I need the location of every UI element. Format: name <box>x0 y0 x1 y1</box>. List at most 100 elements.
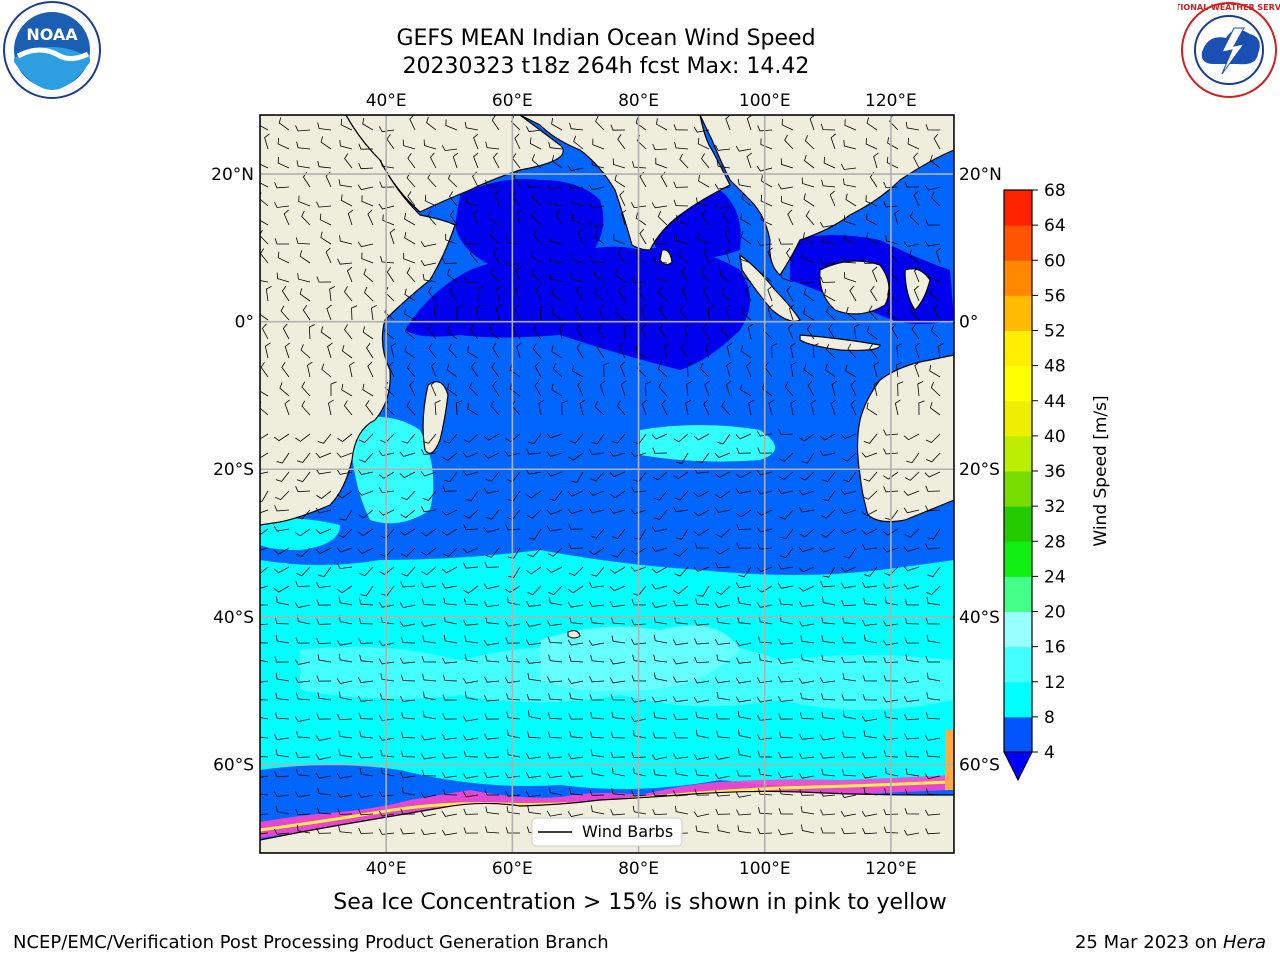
wind-barb <box>506 693 521 701</box>
wind-barb <box>684 323 690 340</box>
colorbar-bin <box>1004 400 1032 437</box>
wind-barb <box>798 601 815 607</box>
wind-barb <box>589 600 605 607</box>
wind-barb <box>426 116 437 131</box>
wind-barb <box>336 639 353 646</box>
wind-barb <box>679 153 689 169</box>
wind-barb <box>339 235 353 245</box>
wind-barb <box>611 433 626 444</box>
wind-barb <box>696 585 710 597</box>
wind-barb <box>295 580 311 588</box>
wind-barb <box>567 165 584 172</box>
wind-barb <box>442 788 458 796</box>
wind-barb <box>443 597 458 606</box>
wind-barb <box>516 209 522 226</box>
wind-barb <box>609 451 626 457</box>
wind-barb <box>505 790 521 797</box>
wind-barb <box>654 672 668 682</box>
wind-barb <box>686 362 694 378</box>
wind-barb <box>316 713 332 720</box>
wind-barb <box>296 509 311 520</box>
wind-barb <box>548 254 563 264</box>
wind-barb <box>442 733 458 740</box>
wind-barb <box>756 734 773 741</box>
wind-barb <box>441 772 458 779</box>
wind-barb <box>826 305 836 321</box>
wind-barb <box>903 677 920 684</box>
wind-barb <box>469 248 479 264</box>
wind-barb <box>526 693 542 701</box>
wind-barb <box>926 672 941 682</box>
wind-barb <box>630 547 647 555</box>
wind-barb <box>865 195 878 207</box>
wind-barb <box>779 615 794 625</box>
wind-barb <box>779 509 794 520</box>
wind-barb <box>701 210 710 226</box>
wind-barb <box>400 731 416 739</box>
wind-barb <box>611 528 626 539</box>
wind-barb <box>441 582 458 589</box>
lat-label-left: 40°S <box>213 608 254 628</box>
wind-barb <box>462 715 479 722</box>
wind-barb <box>446 325 458 340</box>
wind-barb <box>509 364 521 378</box>
wind-barb <box>349 361 355 378</box>
wind-barb <box>589 676 605 683</box>
wind-barb <box>506 236 521 245</box>
wind-barb <box>492 152 500 169</box>
colorbar-tick-label: 36 <box>1044 462 1066 482</box>
wind-barb <box>409 115 416 131</box>
wind-barb <box>842 710 857 720</box>
wind-barb <box>632 805 647 815</box>
wind-barb <box>777 582 794 589</box>
wind-barb <box>590 255 605 264</box>
wind-barb <box>573 135 584 150</box>
wind-barb <box>735 696 752 703</box>
wind-barb <box>935 247 942 264</box>
wind-barb <box>632 654 647 663</box>
wind-barb <box>863 471 878 482</box>
wind-barb <box>400 581 416 588</box>
wind-barb <box>491 115 500 131</box>
wind-barb <box>357 792 374 798</box>
wind-barb <box>260 229 269 245</box>
wind-barb <box>740 383 752 397</box>
wind-barb <box>828 323 836 340</box>
wind-barb <box>862 581 878 588</box>
wind-barb <box>736 657 752 664</box>
wind-barb <box>260 832 269 835</box>
colorbar-tick-label: 28 <box>1044 532 1066 552</box>
wind-barb <box>904 788 920 796</box>
wind-barb <box>357 490 374 496</box>
wind-barb <box>359 452 374 463</box>
wind-barb <box>260 307 269 321</box>
wind-barb <box>594 230 605 245</box>
wind-barb <box>260 509 269 514</box>
wind-barb <box>937 342 944 359</box>
wind-barb <box>443 433 458 444</box>
wind-barb <box>420 449 437 456</box>
wind-barb <box>610 124 626 131</box>
wind-barb <box>472 209 479 226</box>
wind-barb <box>862 675 878 682</box>
wind-barb <box>549 272 563 283</box>
wind-barb <box>431 361 437 378</box>
wind-barb <box>442 258 458 265</box>
wind-barb <box>819 259 836 265</box>
wind-barb <box>488 212 500 226</box>
wind-barb <box>844 272 857 283</box>
wind-barb <box>273 791 290 798</box>
wind-barb <box>736 542 752 549</box>
wind-barb <box>757 828 773 835</box>
wind-barb <box>359 730 374 739</box>
wind-barb <box>336 547 353 553</box>
wind-barb <box>758 768 773 777</box>
wind-barb <box>694 789 710 796</box>
wind-barb <box>680 342 689 359</box>
wind-barb <box>404 213 416 226</box>
wind-barb <box>358 617 374 625</box>
wind-barb <box>359 654 374 663</box>
wind-barb <box>463 808 479 815</box>
wind-barb <box>862 655 878 663</box>
